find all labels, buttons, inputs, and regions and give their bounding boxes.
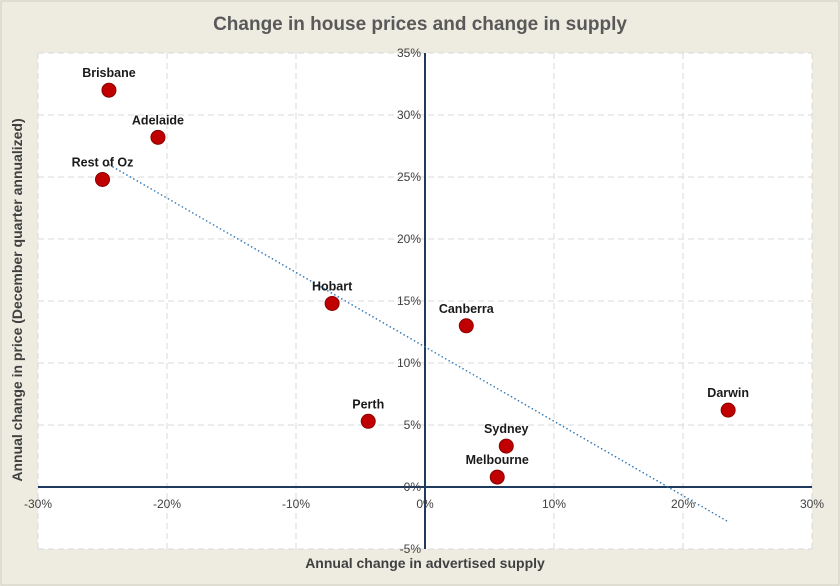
y-tick-label: 30% — [397, 108, 421, 122]
data-point — [150, 129, 166, 145]
data-point-label: Hobart — [312, 279, 353, 293]
data-point-label: Canberra — [439, 302, 495, 316]
data-point-label: Adelaide — [132, 113, 184, 127]
x-tick-label: 10% — [542, 497, 566, 511]
data-point — [720, 402, 736, 418]
x-tick-label: -20% — [153, 497, 181, 511]
data-point-label: Melbourne — [466, 453, 529, 467]
tick-labels: -30% -20% -10% 0% 10% 20% 30% -5% 0% 5% 10% 15% 20% 2… — [24, 46, 824, 556]
data-point — [360, 413, 376, 429]
y-tick-label: 10% — [397, 356, 421, 370]
y-tick-label: 5% — [404, 418, 422, 432]
x-axis-title: Annual change in advertised supply — [305, 555, 545, 571]
data-point-label: Brisbane — [82, 66, 136, 80]
data-point — [489, 469, 505, 485]
y-tick-label: 25% — [397, 170, 421, 184]
point-labels: Brisbane Adelaide Rest of Oz Hobart Canberra… — [72, 66, 749, 467]
data-point-label: Perth — [352, 397, 384, 411]
data-point — [95, 171, 110, 187]
chart-title: Change in house prices and change in sup… — [213, 14, 627, 35]
x-tick-label: 30% — [800, 497, 824, 511]
y-tick-label: 15% — [397, 294, 421, 308]
data-point — [498, 438, 514, 454]
data-point-label: Rest of Oz — [72, 155, 134, 169]
data-points — [95, 82, 736, 485]
y-tick-label: 20% — [397, 232, 421, 246]
linear-trendline — [108, 163, 729, 523]
trendline — [108, 163, 729, 523]
x-tick-label: 20% — [671, 497, 695, 511]
data-point-label: Sydney — [484, 422, 529, 436]
y-tick-label: -5% — [400, 542, 422, 556]
axes — [38, 53, 812, 549]
x-tick-label: -30% — [24, 497, 52, 511]
y-axis-title: Annual change in price (December quarter… — [9, 118, 25, 481]
grid-lines — [37, 52, 813, 550]
data-point-label: Darwin — [707, 386, 749, 400]
data-point — [458, 318, 474, 334]
x-tick-label: -10% — [282, 497, 310, 511]
x-tick-label: 0% — [416, 497, 434, 511]
data-point — [324, 295, 340, 311]
y-tick-label: 0% — [404, 480, 422, 494]
y-tick-label: 35% — [397, 46, 421, 60]
data-point — [101, 82, 117, 98]
